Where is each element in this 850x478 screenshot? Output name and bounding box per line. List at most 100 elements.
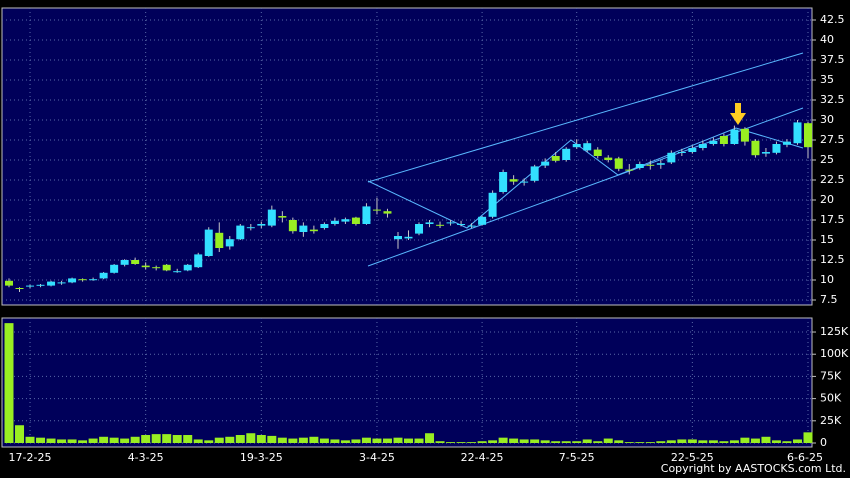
volume-bar [120,438,130,443]
volume-bar [372,438,382,443]
candle-body [5,280,13,286]
volume-bar [561,441,571,443]
y-tick-label: 25K [820,414,842,427]
y-tick-label: 0 [820,436,827,449]
volume-bar [4,323,14,443]
volume-bar [425,433,435,443]
y-tick-label: 50K [820,392,842,405]
candle-body [194,254,203,268]
volume-bar [57,439,67,443]
volume-bar [729,440,739,443]
volume-bar [298,437,308,443]
candle-body [425,222,434,224]
volume-bar [277,437,287,443]
candle-body [698,144,707,148]
candle-body [772,144,781,153]
candle-body [299,225,308,232]
volume-bar [361,437,371,443]
candle-body [267,209,276,226]
volume-bar [288,438,298,443]
x-tick-label: 3-4-25 [359,451,395,464]
volume-bar [519,439,529,443]
volume-bar [309,436,319,443]
price-panel [1,7,813,306]
volume-bar [687,439,697,443]
signal-arrow [730,103,746,125]
volume-bar [666,440,676,443]
volume-bar [214,437,224,443]
candle-body [530,166,539,181]
candle-body [309,229,318,232]
candle-body [646,164,655,166]
y-tick-label: 37.5 [820,53,845,66]
volume-bar [645,442,655,443]
y-tick-label: 22.5 [820,173,845,186]
x-tick-label: 7-5-25 [559,451,595,464]
marks [4,120,813,443]
volume-bar [172,435,182,443]
candle-body [593,149,602,156]
y-tick-label: 30 [820,113,834,126]
candle-body [288,220,297,232]
candle-body [488,192,497,217]
volume-bar [319,438,329,443]
candle-body [688,148,697,152]
y-tick-label: 75K [820,369,842,382]
volume-bar [78,440,88,443]
candle-body [804,123,812,148]
candle-body [278,216,287,218]
candle-body [541,161,550,166]
candle-body [478,216,487,225]
candle-body [457,224,466,225]
candle-body [330,220,339,224]
candle-body [551,156,560,161]
volume-bar [130,436,140,443]
candle-body [446,222,455,224]
candle-body [341,219,350,222]
volume-bar [708,440,718,443]
candle-body [131,260,140,264]
candle-body [351,217,360,224]
candle-body [635,164,644,168]
volume-bar [635,442,645,443]
y-tick-label: 27.5 [820,133,845,146]
volume-bar [761,436,771,443]
candle-body [120,260,129,265]
x-tick-label: 22-5-25 [671,451,714,464]
candle-body [162,264,171,271]
candle-body [204,229,213,256]
volume-bar [624,442,634,443]
candle-body [583,143,592,151]
volume-bar [551,441,561,443]
volume-bar [67,439,77,443]
candle-body [26,285,35,287]
volume-bar [593,441,603,443]
candle-body [761,152,770,154]
candle-body [372,209,381,211]
candle-body [751,140,760,156]
candle-body [782,141,791,145]
volume-bar [740,437,750,443]
candle-body [257,224,266,226]
volume-bar [46,438,56,443]
volume-bar [141,435,151,443]
candle-body [572,144,581,148]
volume-bar [162,434,172,443]
volume-bar [719,441,729,443]
candle-body [667,152,676,163]
volume-bar [582,439,592,443]
candle-body [78,279,87,281]
volume-bar [235,435,245,443]
candle-body [47,281,56,286]
candle-body [467,225,476,227]
volume-bar [330,439,340,443]
y-tick-label: 10 [820,273,834,286]
volume-bar [750,438,760,443]
candle-body [656,163,665,165]
candle-body [15,288,24,289]
volume-bar [267,435,277,443]
volume-bar [698,440,708,443]
x-tick-label: 6-6-25 [787,451,823,464]
volume-bar [204,440,214,443]
volume-bar [467,442,477,443]
